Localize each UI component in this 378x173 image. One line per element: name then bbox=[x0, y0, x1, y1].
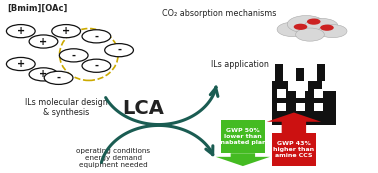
Text: GWP 50%
lower than
unabated plant: GWP 50% lower than unabated plant bbox=[216, 128, 270, 145]
FancyBboxPatch shape bbox=[221, 120, 265, 153]
FancyBboxPatch shape bbox=[314, 103, 323, 111]
FancyBboxPatch shape bbox=[296, 68, 304, 81]
Circle shape bbox=[318, 25, 347, 38]
Text: operating conditions
energy demand
equipment needed: operating conditions energy demand equip… bbox=[76, 148, 150, 168]
Text: +: + bbox=[39, 69, 48, 79]
FancyBboxPatch shape bbox=[317, 64, 325, 81]
Circle shape bbox=[52, 25, 81, 38]
Text: -: - bbox=[117, 45, 121, 55]
Text: +: + bbox=[39, 37, 48, 47]
Polygon shape bbox=[216, 153, 270, 166]
Text: +: + bbox=[17, 59, 25, 69]
Circle shape bbox=[82, 30, 111, 43]
Circle shape bbox=[82, 59, 111, 72]
Text: -: - bbox=[94, 31, 98, 41]
Circle shape bbox=[6, 25, 35, 38]
Text: -: - bbox=[94, 61, 98, 71]
FancyBboxPatch shape bbox=[314, 89, 323, 98]
Circle shape bbox=[29, 68, 58, 81]
Circle shape bbox=[296, 28, 324, 41]
Circle shape bbox=[59, 49, 88, 62]
FancyBboxPatch shape bbox=[277, 89, 286, 98]
Circle shape bbox=[307, 19, 321, 25]
Text: ILs application: ILs application bbox=[211, 60, 269, 69]
Text: GWP 43%
higher than
amine CCS: GWP 43% higher than amine CCS bbox=[273, 141, 314, 158]
Text: LCA: LCA bbox=[123, 99, 164, 119]
Text: +: + bbox=[62, 26, 70, 36]
FancyBboxPatch shape bbox=[277, 103, 286, 111]
FancyBboxPatch shape bbox=[275, 64, 283, 81]
Circle shape bbox=[105, 44, 133, 57]
Text: -: - bbox=[72, 50, 76, 60]
Text: [Bmim][OAc]: [Bmim][OAc] bbox=[8, 4, 68, 13]
Circle shape bbox=[320, 25, 334, 31]
Circle shape bbox=[44, 71, 73, 84]
Polygon shape bbox=[272, 81, 336, 125]
Circle shape bbox=[294, 24, 307, 30]
Polygon shape bbox=[267, 112, 321, 133]
Text: -: - bbox=[57, 73, 60, 83]
Text: ILs molecular design
& synthesis: ILs molecular design & synthesis bbox=[25, 98, 107, 117]
Text: CO₂ absorption mechanisms: CO₂ absorption mechanisms bbox=[162, 9, 276, 18]
Text: +: + bbox=[17, 26, 25, 36]
Circle shape bbox=[277, 22, 309, 37]
Circle shape bbox=[6, 57, 35, 71]
FancyBboxPatch shape bbox=[296, 103, 305, 111]
FancyBboxPatch shape bbox=[272, 133, 316, 166]
Circle shape bbox=[29, 35, 58, 48]
Circle shape bbox=[287, 16, 325, 33]
FancyBboxPatch shape bbox=[296, 89, 305, 98]
Circle shape bbox=[305, 18, 338, 34]
